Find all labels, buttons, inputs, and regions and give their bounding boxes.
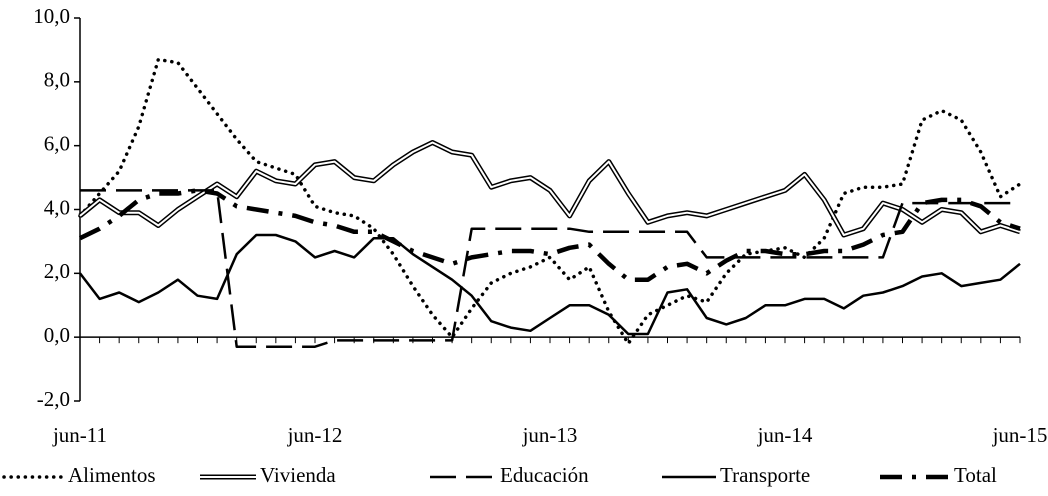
legend-label: Total xyxy=(954,463,997,487)
legend-label: Alimentos xyxy=(68,463,156,487)
legend-label: Transporte xyxy=(720,463,810,487)
line xyxy=(78,57,1022,346)
x-tick-label: jun-14 xyxy=(757,423,813,447)
legend-label: Educación xyxy=(500,463,589,487)
line xyxy=(80,189,1020,348)
y-tick-label: 10,0 xyxy=(33,4,70,28)
y-tick-label: 0,0 xyxy=(44,323,70,347)
legend-label: Vivienda xyxy=(260,463,336,487)
y-tick-label: 2,0 xyxy=(44,259,70,283)
x-tick-label: jun-11 xyxy=(52,423,107,447)
x-tick-label: jun-13 xyxy=(522,423,578,447)
line-inner xyxy=(79,141,1021,236)
y-tick-label: -2,0 xyxy=(37,387,70,411)
x-tick-label: jun-12 xyxy=(287,423,343,447)
line xyxy=(79,233,1021,336)
y-tick-label: 8,0 xyxy=(44,68,70,92)
line xyxy=(79,188,1021,282)
y-tick-label: 6,0 xyxy=(44,131,70,155)
y-tick-label: 4,0 xyxy=(44,195,70,219)
x-tick-label: jun-15 xyxy=(992,423,1048,447)
